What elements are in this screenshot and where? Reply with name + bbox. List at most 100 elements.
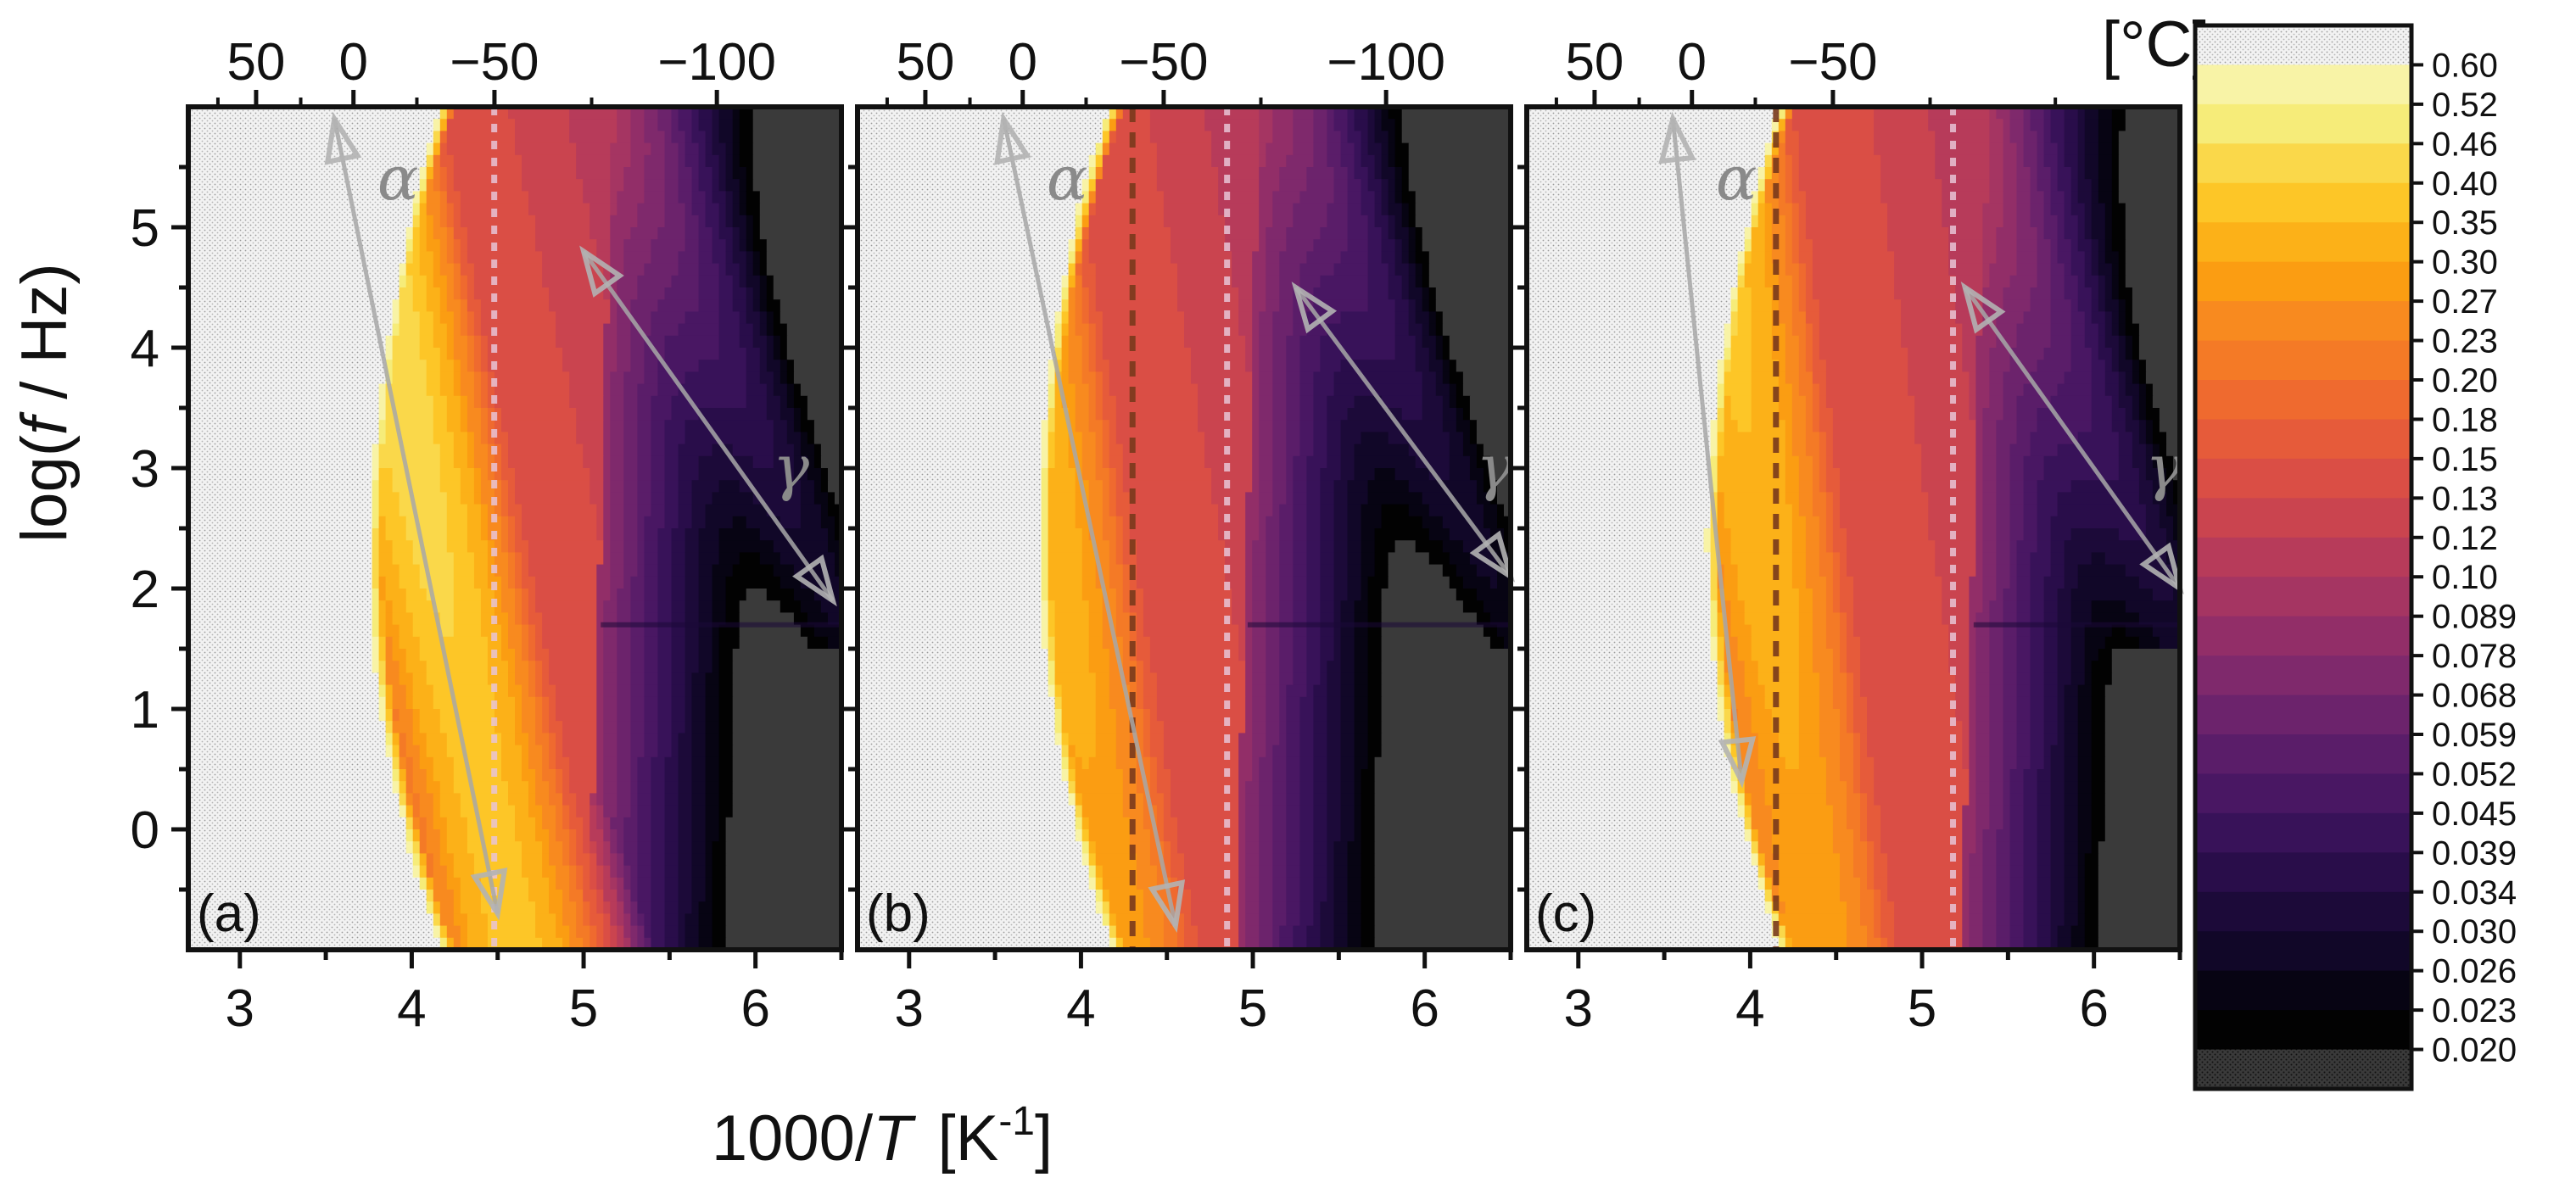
heatmap-cell [603, 480, 611, 493]
heatmap-cell [705, 805, 720, 818]
heatmap-cell [372, 552, 380, 566]
heatmap-cell [1333, 107, 1349, 120]
heatmap-cell [793, 371, 841, 385]
heatmap-cell [501, 408, 577, 421]
heatmap-cell [1259, 793, 1273, 806]
heatmap-cell [1081, 215, 1090, 228]
heatmap-cell [691, 504, 707, 517]
heatmap-cell [487, 504, 495, 517]
heatmap-cell [378, 661, 387, 673]
heatmap-cell [1456, 360, 1511, 372]
heatmap-cell [2037, 829, 2052, 842]
heatmap-cell [405, 696, 414, 710]
heatmap-cell [1102, 167, 1158, 180]
heatmap-cell [1785, 371, 1800, 385]
heatmap-cell [2050, 179, 2059, 192]
heatmap-cell [1095, 745, 1117, 758]
heatmap-cell [2166, 432, 2180, 445]
heatmap-cell [617, 805, 631, 818]
heatmap-cell [793, 420, 802, 432]
heatmap-cell [623, 468, 638, 481]
heatmap-cell [678, 877, 693, 890]
heatmap-cell [1286, 709, 1300, 722]
heatmap-cell [1259, 913, 1273, 927]
heatmap-cell [467, 420, 482, 432]
heatmap-cell [1081, 552, 1097, 566]
heatmap-cell [522, 564, 529, 577]
heatmap-cell [1333, 179, 1349, 192]
heatmap-cell [644, 709, 658, 722]
heatmap-cell [1819, 709, 1841, 722]
heatmap-cell [766, 408, 781, 421]
heatmap-cell [508, 564, 516, 577]
heatmap-cell [1122, 444, 1205, 457]
heatmap-cell [378, 649, 387, 661]
heatmap-cell [1825, 540, 1834, 553]
heatmap-cell [2037, 805, 2052, 818]
heatmap-cell [1054, 624, 1090, 638]
heatmap-cell [2173, 492, 2180, 505]
heatmap-cell [2118, 142, 2180, 156]
heatmap-cell [1428, 275, 1511, 288]
heatmap-cell [1184, 925, 1199, 939]
heatmap-cell [419, 829, 427, 842]
heatmap-cell [487, 420, 495, 432]
heatmap-cell [1996, 251, 2018, 265]
heatmap-cell [480, 335, 489, 349]
heatmap-cell [1327, 721, 1341, 734]
heatmap-cell [603, 781, 617, 794]
heatmap-cell [858, 696, 1056, 710]
heatmap-cell [1081, 805, 1124, 818]
heatmap-cell [1874, 756, 1963, 770]
heatmap-cell [1367, 287, 1389, 300]
heatmap-cell [1449, 348, 1511, 360]
heatmap-cell [1143, 733, 1151, 746]
heatmap-cell [1791, 275, 1800, 288]
heatmap-cell [188, 227, 407, 240]
heatmap-cell [1184, 323, 1239, 337]
heatmap-cell [1812, 383, 1820, 397]
heatmap-cell [508, 661, 516, 673]
heatmap-cell [2104, 696, 2180, 710]
heatmap-cell [590, 937, 597, 950]
heatmap-cell [1751, 371, 1780, 385]
heatmap-cell [439, 251, 448, 265]
heatmap-cell [480, 395, 489, 409]
heatmap-cell [501, 756, 522, 770]
heatmap-cell [603, 348, 617, 360]
heatmap-cell [556, 769, 563, 782]
heatmap-cell [1764, 793, 1827, 806]
heatmap-cell [2070, 335, 2086, 349]
heatmap-cell [1962, 865, 1970, 879]
heatmap-cell [1191, 913, 1239, 927]
heatmap-cell [1340, 649, 1355, 661]
heatmap-cell [2125, 215, 2180, 228]
heatmap-cell [515, 119, 570, 131]
heatmap-cell [766, 287, 774, 300]
heatmap-cell [1975, 480, 1983, 493]
heatmap-cell [473, 287, 550, 300]
heatmap-cell [1354, 805, 1362, 818]
heatmap-cell [596, 925, 604, 939]
heatmap-cell [1115, 492, 1131, 505]
heatmap-cell [1156, 154, 1212, 168]
heatmap-cell [651, 455, 665, 469]
heatmap-cell [1259, 167, 1280, 180]
heatmap-cell [1109, 540, 1117, 553]
heatmap-cell [1717, 360, 1725, 372]
heatmap-cell [1238, 865, 1246, 879]
heatmap-cell [1969, 865, 1983, 879]
heatmap-cell [1449, 395, 1457, 409]
heatmap-cell [746, 589, 768, 601]
heatmap-cell [1286, 455, 1294, 469]
heatmap-cell [569, 817, 584, 830]
heatmap-cell [1238, 781, 1246, 794]
heatmap-cell [508, 793, 529, 806]
heatmap-cell [786, 360, 795, 372]
heatmap-cell [590, 227, 611, 240]
heatmap-cell [2064, 263, 2072, 276]
heatmap-cell [1840, 600, 1854, 613]
heatmap-cell [460, 323, 468, 337]
heatmap-cell [1840, 890, 1861, 902]
heatmap-cell [1798, 480, 1813, 493]
